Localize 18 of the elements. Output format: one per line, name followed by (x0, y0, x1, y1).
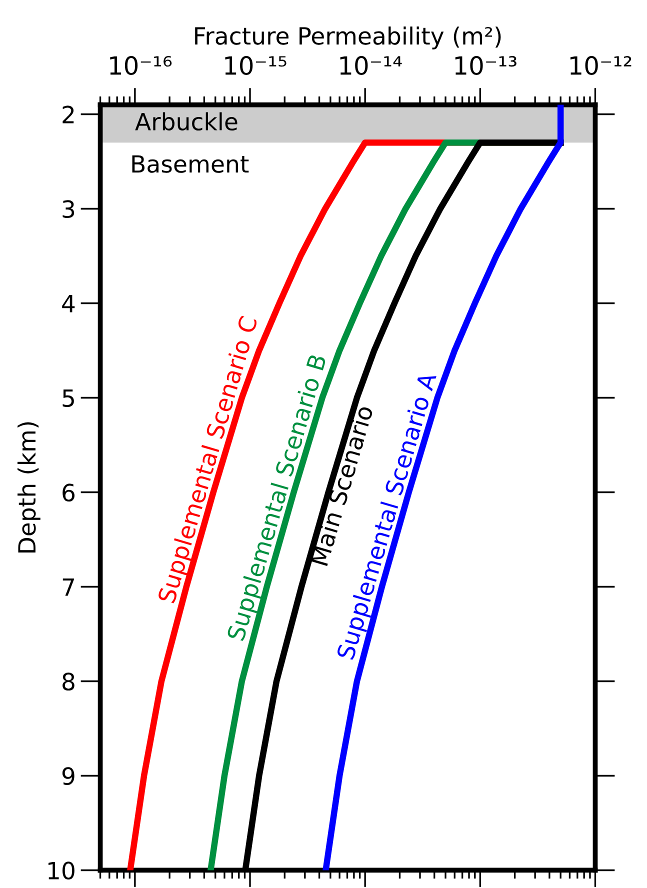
y-tick-label: 7 (62, 578, 74, 596)
y-tick-label: 4 (62, 294, 75, 312)
x-tick-label: 10⁻¹³ (455, 56, 516, 75)
y-tick-label: 5 (62, 389, 74, 408)
y-tick-label: 6 (62, 484, 74, 502)
y-tick-label: 10 (48, 862, 74, 880)
x-axis-title: Fracture Permeability (m²) (195, 26, 501, 50)
band-label: Arbuckle (135, 112, 238, 131)
y-tick-label: 8 (62, 672, 74, 691)
y-tick-label: 3 (62, 200, 74, 218)
x-tick-label: 10⁻¹⁴ (340, 56, 402, 75)
y-tick-label: 9 (62, 767, 74, 786)
x-tick-label: 10⁻¹⁵ (225, 56, 286, 75)
y-axis-title: Depth (km) (18, 422, 40, 552)
x-tick-label: 10⁻¹⁶ (110, 56, 172, 75)
annotation: Basement (132, 155, 249, 173)
x-tick-label: 10⁻¹² (570, 56, 632, 75)
y-tick-label: 2 (62, 106, 74, 124)
